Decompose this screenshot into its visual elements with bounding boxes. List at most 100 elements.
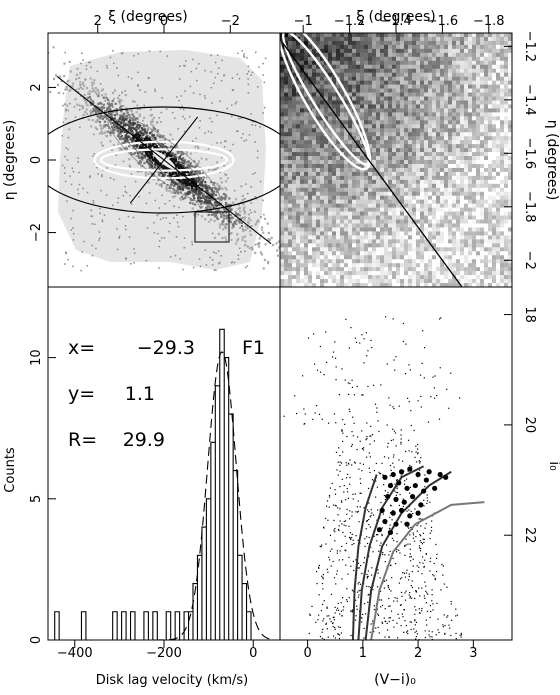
field-pixel: [292, 183, 297, 189]
galaxy-pixel: [243, 235, 247, 238]
field-pixel: [284, 247, 289, 252]
field-pixel: [332, 152, 337, 157]
field-pixel: [404, 251, 409, 256]
field-pixel: [292, 263, 297, 268]
field-pixel: [360, 84, 365, 89]
galaxy-pixel: [212, 192, 215, 196]
field-pixel: [328, 36, 333, 42]
galaxy-pixel: [182, 197, 185, 201]
field-pixel: [404, 259, 409, 264]
galaxy-pixel: [121, 142, 124, 145]
field-pixel: [384, 179, 389, 185]
field-pixel: [448, 227, 453, 232]
galaxy-pixel: [153, 117, 155, 119]
field-pixel: [368, 88, 373, 93]
field-pixel: [416, 124, 421, 129]
field-pixel: [364, 68, 369, 73]
galaxy-pixel: [224, 186, 227, 190]
field-pixel: [360, 108, 365, 113]
field-pixel: [448, 239, 453, 244]
galaxy-pixel: [179, 179, 182, 182]
galaxy-pixel: [119, 106, 122, 109]
field-pixel: [440, 207, 445, 212]
galaxy-pixel: [99, 237, 101, 239]
field-pixel: [416, 227, 421, 232]
galaxy-pixel: [246, 57, 248, 59]
field-pixel: [384, 116, 389, 121]
field-pixel: [380, 239, 385, 244]
field-pixel: [324, 112, 329, 117]
field-pixel: [444, 96, 449, 101]
galaxy-pixel: [147, 161, 150, 164]
field-pixel: [388, 100, 393, 105]
field-pixel: [440, 183, 445, 189]
field-pixel: [380, 136, 385, 141]
field-pixel: [420, 80, 425, 85]
field-pixel: [320, 195, 325, 200]
field-pixel: [332, 100, 337, 105]
field-pixel: [280, 283, 285, 287]
galaxy-pixel: [100, 108, 103, 111]
field-pixel: [284, 33, 289, 38]
field-pixel: [400, 167, 405, 173]
field-pixel: [296, 64, 301, 70]
field-pixel: [384, 48, 389, 54]
field-pixel: [436, 239, 441, 244]
galaxy-pixel: [132, 216, 135, 219]
field-pixel: [356, 215, 361, 220]
galaxy-pixel: [131, 140, 134, 143]
field-pixel: [348, 64, 353, 70]
field-pixel: [416, 171, 421, 177]
field-pixel: [288, 211, 293, 216]
galaxy-pixel: [210, 86, 213, 89]
field-pixel: [284, 219, 289, 224]
galaxy-pixel: [194, 178, 197, 181]
galaxy-pixel: [153, 232, 156, 234]
field-pixel: [352, 144, 357, 149]
field-pixel: [356, 283, 361, 287]
field-pixel: [288, 263, 293, 268]
galaxy-pixel: [250, 186, 252, 188]
galaxy-pixel: [67, 79, 70, 82]
field-pixel: [432, 64, 437, 70]
field-pixel: [360, 171, 365, 177]
galaxy-pixel: [120, 99, 123, 102]
galaxy-pixel: [260, 226, 264, 229]
galaxy-pixel: [215, 212, 218, 215]
field-pixel: [392, 187, 397, 193]
field-pixel: [428, 144, 433, 149]
field-pixel: [312, 195, 317, 200]
galaxy-pixel: [225, 188, 228, 191]
field-pixel: [408, 175, 413, 181]
field-pixel: [336, 120, 341, 125]
field-pixel: [364, 279, 369, 284]
field-pixel: [312, 227, 317, 232]
galaxy-pixel: [238, 221, 241, 224]
field-pixel: [420, 124, 425, 129]
galaxy-pixel: [116, 120, 120, 123]
field-pixel: [420, 167, 425, 173]
galaxy-pixel: [168, 186, 171, 190]
field-pixel: [412, 283, 417, 287]
field-pixel: [392, 263, 397, 268]
field-pixel: [408, 211, 413, 216]
field-pixel: [396, 44, 401, 50]
galaxy-pixel: [138, 196, 140, 198]
field-pixel: [316, 140, 321, 145]
field-pixel: [436, 100, 441, 105]
field-pixel: [448, 251, 453, 256]
field-pixel: [312, 112, 317, 117]
galaxy-pixel: [224, 226, 227, 229]
field-pixel: [288, 156, 293, 161]
field-pixel: [348, 179, 353, 185]
field-pixel: [364, 163, 369, 169]
galaxy-pixel: [234, 215, 236, 218]
galaxy-pixel: [192, 140, 194, 142]
field-pixel: [292, 207, 297, 212]
galaxy-pixel: [263, 213, 265, 216]
galaxy-pixel: [147, 155, 150, 158]
galaxy-pixel: [126, 148, 129, 150]
field-pixel: [352, 96, 357, 101]
galaxy-pixel: [147, 143, 151, 146]
field-pixel: [344, 88, 349, 93]
